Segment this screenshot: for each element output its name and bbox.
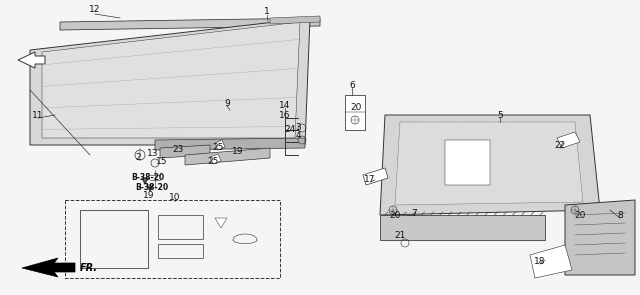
Polygon shape <box>185 148 270 165</box>
Text: 10: 10 <box>169 194 180 202</box>
Polygon shape <box>60 18 320 30</box>
Polygon shape <box>345 95 365 130</box>
Polygon shape <box>215 140 225 150</box>
Text: 1: 1 <box>264 7 270 17</box>
Text: 15: 15 <box>156 158 168 166</box>
Text: B-38-20: B-38-20 <box>136 183 168 193</box>
Text: 25: 25 <box>207 158 219 166</box>
Polygon shape <box>445 140 490 185</box>
Text: 20: 20 <box>350 102 362 112</box>
Text: 25: 25 <box>212 142 224 152</box>
Text: 2: 2 <box>135 153 141 163</box>
Text: B-38-20: B-38-20 <box>131 173 164 183</box>
Text: 21: 21 <box>394 230 406 240</box>
Polygon shape <box>380 215 545 240</box>
Text: 16: 16 <box>279 111 291 119</box>
Text: 5: 5 <box>497 111 503 119</box>
Bar <box>80 210 148 268</box>
Text: 4: 4 <box>295 132 301 140</box>
Text: 20: 20 <box>389 211 401 219</box>
Text: 11: 11 <box>32 111 44 119</box>
Polygon shape <box>160 145 210 158</box>
Polygon shape <box>557 132 580 148</box>
Text: 22: 22 <box>554 140 566 150</box>
Polygon shape <box>395 122 583 205</box>
Text: 17: 17 <box>364 176 376 184</box>
Text: 19: 19 <box>232 148 244 157</box>
Text: 13: 13 <box>147 148 159 158</box>
Polygon shape <box>18 52 45 68</box>
Polygon shape <box>380 115 600 215</box>
Polygon shape <box>363 168 388 185</box>
Polygon shape <box>530 245 572 278</box>
Text: 9: 9 <box>224 99 230 107</box>
Polygon shape <box>30 18 310 145</box>
Text: 3: 3 <box>295 122 301 132</box>
Polygon shape <box>42 22 300 138</box>
Text: 18: 18 <box>534 258 546 266</box>
Polygon shape <box>210 154 221 164</box>
Text: 23: 23 <box>172 145 184 153</box>
Text: 20: 20 <box>574 211 586 219</box>
Text: 19: 19 <box>143 191 155 199</box>
Polygon shape <box>155 138 305 150</box>
Text: 12: 12 <box>90 6 100 14</box>
Text: 8: 8 <box>617 211 623 219</box>
Polygon shape <box>270 16 320 24</box>
Text: 6: 6 <box>349 81 355 89</box>
Text: 7: 7 <box>411 209 417 217</box>
Polygon shape <box>565 200 635 275</box>
Polygon shape <box>215 218 227 228</box>
Bar <box>65 200 280 278</box>
Polygon shape <box>22 258 75 277</box>
Bar <box>158 244 203 258</box>
Text: FR.: FR. <box>80 263 98 273</box>
Text: 14: 14 <box>279 101 291 109</box>
Bar <box>158 215 203 239</box>
Text: 24: 24 <box>284 125 296 135</box>
